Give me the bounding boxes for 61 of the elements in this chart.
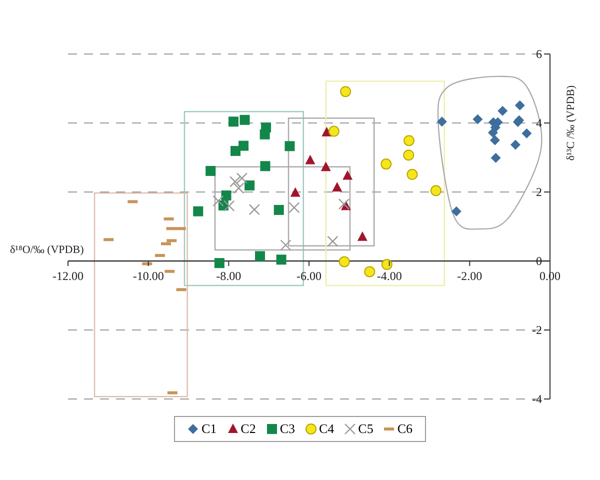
x-tick-label: -12.00 [52, 269, 84, 283]
x-tick-label: -10.00 [132, 269, 164, 283]
point [490, 152, 501, 163]
legend-label: C1 [201, 421, 217, 437]
point [488, 128, 498, 138]
point [276, 254, 286, 265]
x-tick-label: -2.00 [457, 269, 482, 283]
point [436, 116, 447, 127]
point [228, 116, 238, 127]
legend-label: C4 [319, 421, 334, 437]
point [260, 129, 270, 140]
point [364, 266, 376, 278]
point [472, 114, 483, 124]
point [221, 190, 232, 200]
point [430, 185, 442, 196]
x-tick-label: -4.00 [376, 269, 402, 283]
point [305, 154, 316, 164]
point [338, 256, 350, 268]
point [244, 180, 255, 190]
point [498, 106, 508, 116]
legend-label: C2 [240, 421, 256, 437]
point [522, 128, 532, 138]
point [206, 166, 216, 176]
point [214, 258, 224, 268]
point [514, 100, 525, 110]
point [260, 161, 270, 172]
point [284, 141, 295, 152]
x-tick-label: -8.00 [216, 269, 242, 283]
point [357, 231, 368, 241]
legend-label: C3 [280, 421, 295, 437]
point [328, 126, 340, 137]
y-tick-label: -4 [532, 392, 542, 406]
point [404, 135, 415, 146]
point [254, 251, 265, 262]
point [240, 114, 250, 125]
x-tick-label: -6.00 [296, 269, 322, 283]
y-axis-title: δ¹³C /‰ (VPDB) [565, 84, 577, 161]
point [342, 170, 353, 180]
point [403, 150, 414, 161]
point [380, 158, 392, 170]
point [193, 206, 204, 216]
point [406, 168, 418, 180]
point [230, 146, 240, 156]
legend-label: C6 [397, 421, 413, 437]
point [510, 140, 520, 150]
point [322, 126, 332, 136]
point [290, 187, 300, 197]
y-tick-label: -2 [532, 323, 542, 337]
point [332, 182, 342, 192]
y-tick-label: 6 [536, 47, 542, 61]
point [274, 204, 284, 215]
x-axis-title: δ¹⁸O/‰ (VPDB) [10, 244, 84, 256]
point [340, 86, 352, 98]
y-tick-label: 2 [536, 185, 542, 199]
point [490, 135, 500, 146]
point [381, 258, 392, 270]
point [238, 140, 249, 151]
point [320, 162, 331, 172]
y-tick-label: 4 [536, 116, 542, 130]
legend-label: C5 [358, 421, 374, 437]
point [451, 206, 462, 216]
